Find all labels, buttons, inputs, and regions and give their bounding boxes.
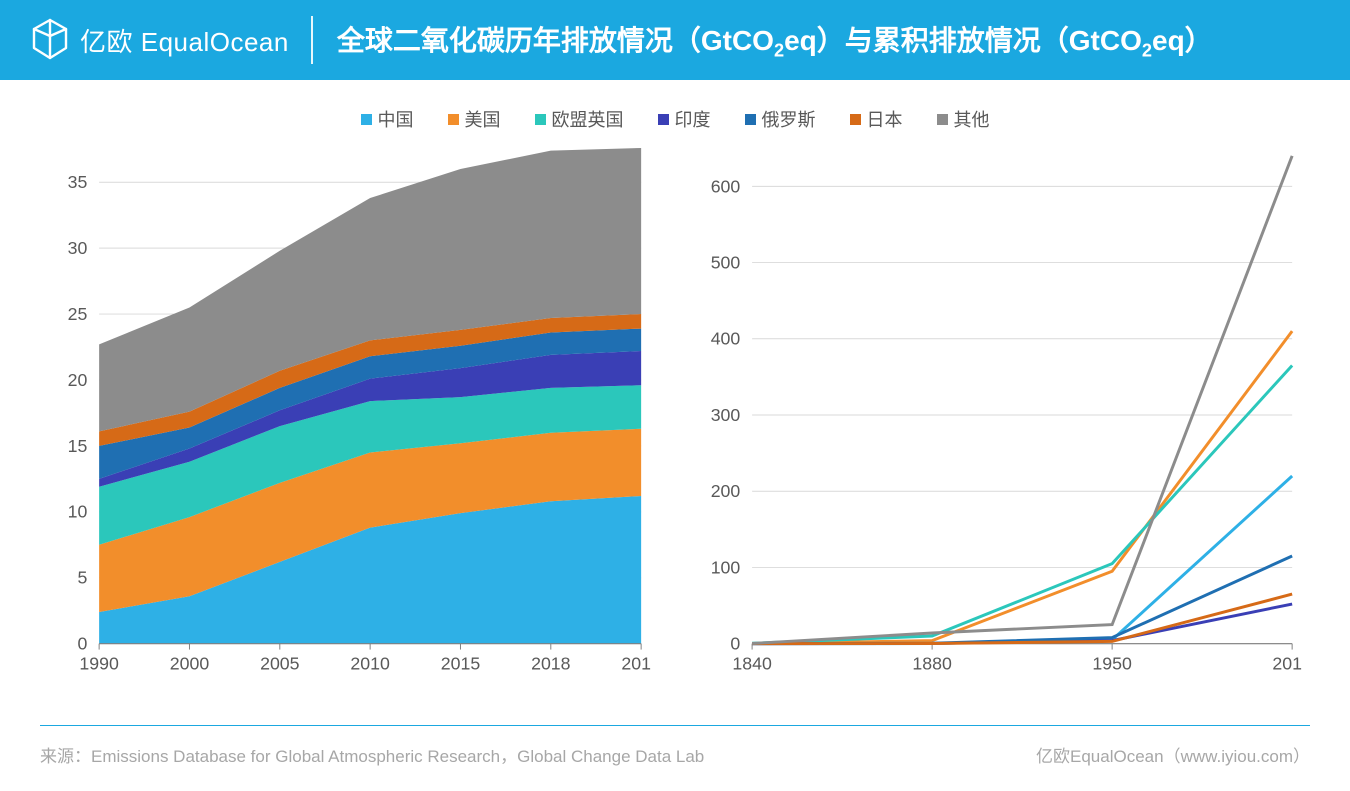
stacked-area-chart: 0 5 10 15 20 25 30 35 1990 2000 2005 2010 2015 2018 20… [40,146,651,683]
legend-label: 印度 [675,106,711,132]
brand-mark-icon [30,18,70,62]
legend-item: 印度 [658,106,711,132]
footer: 来源：Emissions Database for Global Atmosph… [0,725,1350,768]
charts-row: 0510152025303519902000200520102015201820… [0,146,1350,683]
legend-label: 其他 [954,106,990,132]
attribution-text: 亿欧EqualOcean（www.iyiou.com） [1036,742,1310,767]
svg-text:35: 35 [68,172,88,192]
svg-text:1880: 1880 [912,653,952,673]
svg-text:25: 25 [68,304,88,324]
svg-text:200: 200 [711,481,741,501]
footer-rule [40,725,1310,727]
svg-text:600: 600 [711,176,741,196]
header-bar: 亿欧 EqualOcean 全球二氧化碳历年排放情况（GtCO2eq）与累积排放… [0,0,1350,80]
svg-text:2010: 2010 [350,653,390,673]
legend-item: 欧盟英国 [535,106,624,132]
legend-swatch [850,114,861,125]
line-series [752,365,1292,643]
svg-text:15: 15 [68,436,88,456]
svg-text:5: 5 [77,568,87,588]
legend-label: 欧盟英国 [552,106,624,132]
svg-text:30: 30 [68,238,88,258]
legend-item: 中国 [361,106,414,132]
legend: 中国 美国 欧盟英国 印度 俄罗斯 日本 其他 [0,106,1350,132]
legend-swatch [535,114,546,125]
svg-text:10: 10 [68,502,88,522]
svg-text:2015: 2015 [441,653,481,673]
legend-item: 美国 [448,106,501,132]
legend-swatch [658,114,669,125]
legend-label: 中国 [378,106,414,132]
svg-text:500: 500 [711,252,741,272]
legend-swatch [448,114,459,125]
svg-text:2019: 2019 [1272,653,1302,673]
svg-text:2019: 2019 [621,653,651,673]
legend-label: 美国 [465,106,501,132]
line-chart: 0 100 200 300 400 500 600 1840 1880 1950 2019 [691,146,1302,683]
svg-text:1990: 1990 [79,653,119,673]
svg-text:20: 20 [68,370,88,390]
legend-item: 俄罗斯 [745,106,816,132]
svg-text:300: 300 [711,405,741,425]
legend-item: 其他 [937,106,990,132]
svg-text:1950: 1950 [1092,653,1132,673]
legend-swatch [937,114,948,125]
legend-swatch [745,114,756,125]
svg-text:1840: 1840 [732,653,772,673]
brand-logo: 亿欧 EqualOcean [30,18,289,62]
svg-text:2005: 2005 [260,653,300,673]
svg-text:0: 0 [77,634,87,654]
legend-label: 俄罗斯 [762,106,816,132]
svg-text:2000: 2000 [170,653,210,673]
svg-text:400: 400 [711,329,741,349]
line-series [752,331,1292,643]
source-text: 来源：Emissions Database for Global Atmosph… [40,742,704,767]
svg-text:100: 100 [711,557,741,577]
legend-item: 日本 [850,106,903,132]
legend-swatch [361,114,372,125]
brand-name: 亿欧 EqualOcean [80,22,289,59]
line-series [752,156,1292,644]
line-series [752,476,1292,644]
page-title: 全球二氧化碳历年排放情况（GtCO2eq）与累积排放情况（GtCO2eq） [337,19,1213,62]
header-divider [311,16,313,64]
line-series [752,594,1292,644]
svg-text:2018: 2018 [531,653,571,673]
svg-text:0: 0 [730,634,740,654]
legend-label: 日本 [867,106,903,132]
